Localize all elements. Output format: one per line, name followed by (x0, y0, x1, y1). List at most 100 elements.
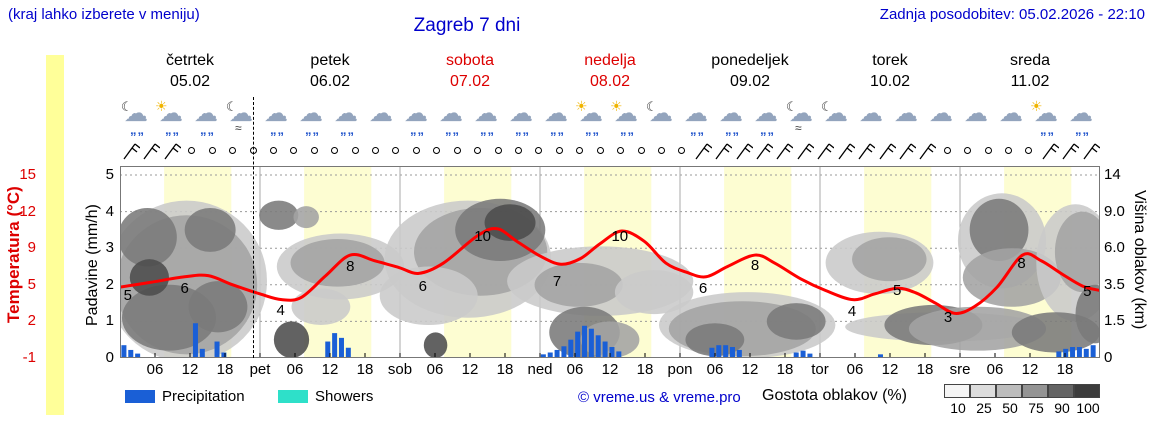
rain-icon: „„ (725, 122, 740, 137)
x-day-tick: ned (527, 361, 553, 378)
cloud-icon: ☁ (754, 100, 778, 127)
wind-calm-icon (467, 140, 487, 162)
day-date: 10.02 (869, 73, 911, 90)
rain-icon: „„ (445, 122, 460, 137)
day-header: ponedeljek 09.02 (680, 52, 820, 92)
x-day-tick: pet (249, 361, 271, 378)
calm-circle (351, 147, 359, 154)
x-hour-tick: 06 (286, 361, 304, 378)
weather-moon-wind-icon: ☾ ☁ ≈ (786, 99, 819, 135)
wind-calm-icon (508, 140, 528, 162)
weather-cloud-icon: ☁ (926, 100, 959, 134)
calm-circle (310, 147, 318, 154)
weather-rain-icon: ☁ „„ (401, 100, 434, 138)
wind-icon: ≈ (235, 121, 242, 135)
day-date: 08.02 (589, 73, 631, 90)
x-hour-tick: 12 (321, 361, 339, 378)
weather-rain-icon: ☁ „„ (331, 100, 364, 138)
rain-icon: „„ (410, 122, 425, 137)
temperature-tick: 12 (19, 202, 36, 220)
weather-sun-rain-icon: ☀ ☁ „„ (155, 98, 189, 137)
x-hour-tick: 12 (601, 361, 619, 378)
rain-icon: „„ (1040, 122, 1055, 137)
calm-circle (208, 147, 216, 154)
calm-circle (943, 147, 951, 154)
svg-text:4: 4 (277, 302, 285, 319)
wind-calm-icon (324, 140, 344, 162)
cloud-icon: ☁ (579, 100, 603, 127)
day-header: četrtek 05.02 (120, 52, 260, 92)
menu-hint-text: (kraj lahko izberete v meniju) (8, 6, 200, 23)
day-name: petek (310, 52, 350, 69)
day-date: 09.02 (729, 73, 771, 90)
day-date: 07.02 (449, 73, 491, 90)
last-update-text: Zadnja posodobitev: 05.02.2026 - 22:10 (879, 6, 1145, 23)
weather-rain-icon: ☁ „„ (191, 100, 224, 138)
wind-calm-icon (447, 140, 467, 162)
plot-canvas: 5 6 4 8 6 10 7 10 6 8 4 5 3 8 5 (106, 166, 1115, 362)
day-name: sreda (1009, 52, 1051, 69)
cloud-icon: ☁ (264, 100, 288, 127)
cloud-height-tick: 1.5 (1104, 312, 1125, 330)
moon-icon: ☾ (786, 99, 798, 114)
wind-barb-icon (712, 140, 733, 162)
cloud-density-tick-label: 50 (1002, 400, 1018, 416)
calm-circle (1024, 147, 1032, 154)
weather-cloud-icon: ☁ (366, 100, 399, 134)
calm-circle (575, 147, 583, 154)
calm-circle (984, 147, 992, 154)
svg-text:5: 5 (893, 282, 901, 299)
cloud-icon: ☁ (474, 100, 498, 127)
weather-cloud-icon: ☁ (996, 100, 1029, 134)
rain-icon: „„ (760, 122, 775, 137)
left-yellow-strip (46, 55, 64, 415)
wind-barb-icon (876, 140, 897, 162)
calm-circle (514, 147, 522, 154)
cloud-icon: ☁ (124, 100, 148, 127)
cloud-icon: ☁ (404, 100, 428, 127)
day-name: četrtek (165, 52, 214, 69)
copyright-link[interactable]: © vreme.us & vreme.pro (578, 389, 741, 406)
weather-rain-icon: ☁ „„ (1066, 100, 1099, 138)
meteogram-plot: 5 6 4 8 6 10 7 10 6 8 4 5 3 8 5 (106, 166, 1115, 362)
day-header: sreda 11.02 (960, 52, 1100, 92)
wind-calm-icon (957, 140, 977, 162)
wind-calm-icon (590, 140, 610, 162)
page-title: Zagreb 7 dni (413, 15, 521, 36)
precipitation-swatch (125, 390, 155, 403)
day-header: torek 10.02 (820, 52, 960, 92)
cloud-height-tick: 6.0 (1104, 239, 1125, 257)
wind-calm-icon (263, 140, 283, 162)
wind-calm-icon (385, 140, 405, 162)
rain-icon: „„ (1075, 122, 1090, 137)
rain-icon: „„ (480, 122, 495, 137)
precipitation-tick: 0 (105, 349, 114, 366)
cloud-icon: ☁ (964, 100, 988, 127)
calm-circle (555, 147, 563, 154)
wind-calm-icon (181, 140, 201, 162)
weather-rain-icon: ☁ „„ (681, 100, 714, 138)
svg-text:5: 5 (124, 287, 132, 304)
sun-icon: ☀ (610, 98, 623, 114)
precipitation-legend-label: Precipitation (162, 388, 245, 405)
calm-circle (289, 147, 297, 154)
x-hour-tick: 18 (776, 361, 794, 378)
cloud-icon: ☁ (999, 100, 1023, 127)
calm-circle (330, 147, 338, 154)
weather-rain-icon: ☁ „„ (471, 100, 504, 138)
precipitation-tick: 1 (105, 312, 114, 330)
calm-circle (371, 147, 379, 154)
cloud-icon: ☁ (649, 100, 673, 127)
x-hour-tick: 12 (461, 361, 479, 378)
wind-calm-icon (631, 140, 651, 162)
calm-circle (1004, 147, 1012, 154)
calm-circle (596, 147, 604, 154)
weather-rain-icon: ☁ „„ (541, 100, 574, 138)
weather-rain-icon: ☁ „„ (296, 100, 329, 138)
wind-calm-icon (937, 140, 957, 162)
cloud-density-cell (1048, 384, 1074, 398)
day-date: 06.02 (309, 73, 351, 90)
wind-calm-icon (978, 140, 998, 162)
cloud-density-tick-label: 90 (1054, 400, 1070, 416)
cloud-density-tick-label: 10 (950, 400, 966, 416)
